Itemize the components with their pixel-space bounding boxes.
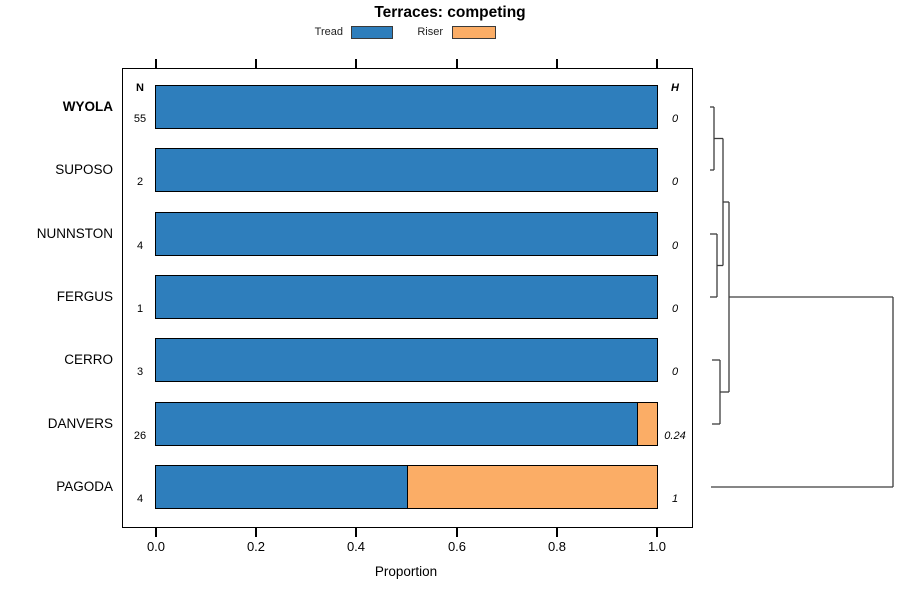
x-axis-tick-bottom <box>556 528 558 537</box>
n-value-danvers: 26 <box>133 430 147 442</box>
x-axis-tick-label: 0.0 <box>146 539 166 554</box>
h-value-fergus: 0 <box>671 303 679 315</box>
row-label-fergus: FERGUS <box>56 289 113 304</box>
x-axis-tick-top <box>656 59 658 68</box>
h-value-wyola: 0 <box>671 113 679 125</box>
x-axis-tick-top <box>355 59 357 68</box>
n-value-pagoda: 4 <box>136 493 144 505</box>
bar-segment-tread <box>156 403 637 445</box>
n-column-header: N <box>136 82 144 94</box>
bar-segment-tread <box>156 86 657 128</box>
h-value-cerro: 0 <box>671 366 679 378</box>
bar-danvers <box>155 402 658 446</box>
row-label-pagoda: PAGODA <box>56 479 113 494</box>
h-value-suposo: 0 <box>671 176 679 188</box>
x-axis-tick-label: 0.4 <box>346 539 366 554</box>
x-axis-tick-label: 0.2 <box>246 539 266 554</box>
legend-swatch-tread <box>351 26 393 39</box>
x-axis-tick-bottom <box>355 528 357 537</box>
chart-title: Terraces: competing <box>374 4 526 21</box>
x-axis-tick-bottom <box>155 528 157 537</box>
x-axis-tick-label: 0.8 <box>547 539 567 554</box>
x-axis-tick-label: 1.0 <box>647 539 667 554</box>
bar-segment-riser <box>636 403 657 445</box>
bar-segment-tread <box>156 149 657 191</box>
bar-segment-tread <box>156 339 657 381</box>
n-value-wyola: 55 <box>133 113 147 125</box>
bar-pagoda <box>155 465 658 509</box>
legend-label-tread: Tread <box>314 26 343 38</box>
x-axis-tick-bottom <box>656 528 658 537</box>
n-value-nunnston: 4 <box>136 240 144 252</box>
x-axis-tick-top <box>456 59 458 68</box>
bar-segment-tread <box>156 213 657 255</box>
n-value-suposo: 2 <box>136 176 144 188</box>
h-value-pagoda: 1 <box>671 493 679 505</box>
bar-nunnston <box>155 212 658 256</box>
x-axis-tick-bottom <box>255 528 257 537</box>
x-axis-tick-top <box>255 59 257 68</box>
row-label-wyola: WYOLA <box>62 99 113 114</box>
bar-segment-riser <box>406 466 657 508</box>
row-label-nunnston: NUNNSTON <box>36 226 113 241</box>
bar-suposo <box>155 148 658 192</box>
n-value-fergus: 1 <box>136 303 144 315</box>
row-label-danvers: DANVERS <box>47 416 113 431</box>
bar-cerro <box>155 338 658 382</box>
x-axis-tick-top <box>556 59 558 68</box>
h-column-header: H <box>671 82 679 94</box>
bar-wyola <box>155 85 658 129</box>
row-label-suposo: SUPOSO <box>55 162 113 177</box>
legend-swatch-riser <box>452 26 496 39</box>
h-value-nunnston: 0 <box>671 240 679 252</box>
x-axis-tick-bottom <box>456 528 458 537</box>
x-axis-tick-label: 0.6 <box>447 539 467 554</box>
x-axis-tick-top <box>155 59 157 68</box>
n-value-cerro: 3 <box>136 366 144 378</box>
x-axis-title: Proportion <box>374 564 438 579</box>
bar-segment-tread <box>156 466 407 508</box>
h-value-danvers: 0.24 <box>664 430 686 442</box>
bar-fergus <box>155 275 658 319</box>
legend-label-riser: Riser <box>417 26 443 38</box>
row-label-cerro: CERRO <box>64 352 113 367</box>
bar-segment-tread <box>156 276 657 318</box>
